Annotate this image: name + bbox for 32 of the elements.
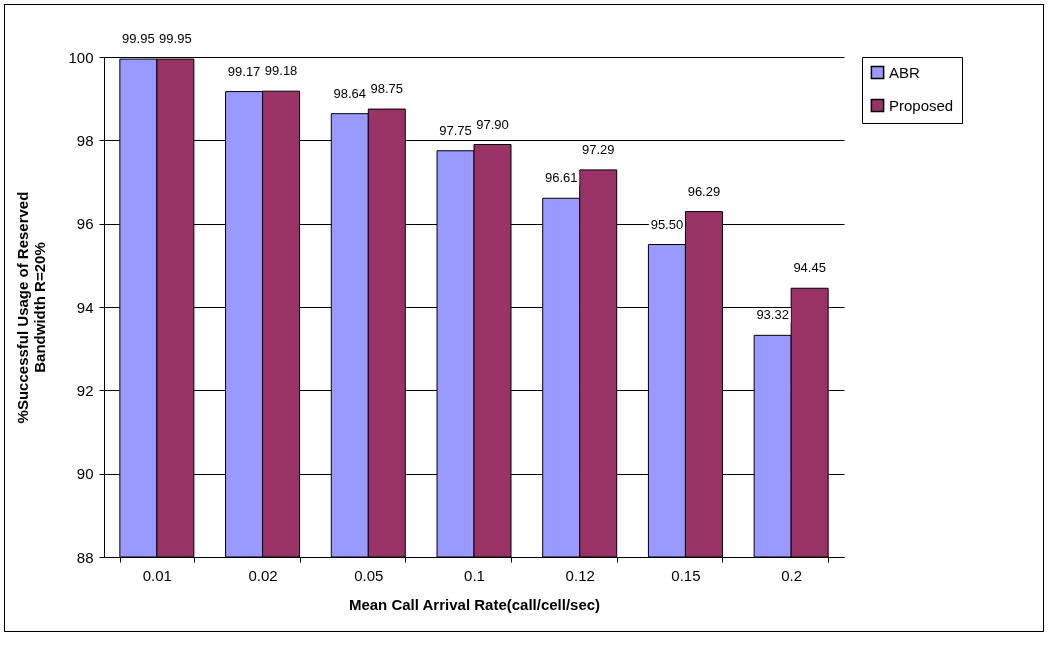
x-tick-label: 0.2	[781, 566, 803, 584]
y-tick-label: 100	[68, 48, 94, 66]
data-label: 99.95	[122, 31, 155, 47]
data-label: 96.61	[544, 170, 578, 186]
x-tick-label: 0.01	[142, 566, 172, 584]
data-label: 97.75	[439, 122, 472, 138]
data-label: 99.17	[227, 63, 261, 79]
y-tick-label: 88	[76, 548, 94, 566]
data-label: 96.29	[687, 183, 721, 199]
x-tick-label: 0.05	[354, 566, 384, 584]
data-label: 99.95	[159, 31, 192, 47]
data-label: 98.64	[333, 85, 367, 101]
data-label: 97.90	[476, 116, 509, 132]
legend-label: Proposed	[889, 96, 954, 114]
y-tick-label: 92	[76, 381, 94, 399]
data-label: 95.50	[650, 216, 684, 232]
y-tick-label: 96	[76, 215, 94, 233]
y-tick-label: 98	[76, 131, 94, 149]
x-tick-label: 0.12	[565, 566, 595, 584]
data-label: 93.32	[756, 307, 789, 323]
legend-label: ABR	[889, 63, 921, 81]
data-label: 98.75	[370, 81, 404, 97]
y-tick-label: 94	[76, 298, 94, 316]
data-label: 94.45	[793, 260, 826, 276]
data-label: 99.18	[264, 63, 298, 79]
data-label: 97.29	[581, 141, 615, 157]
x-tick-label: 0.1	[464, 566, 485, 584]
x-tick-label: 0.15	[671, 566, 701, 584]
x-axis-title: Mean Call Arrival Rate(call/cell/sec)	[348, 595, 601, 613]
x-tick-label: 0.02	[248, 566, 278, 584]
y-tick-label: 90	[76, 465, 94, 483]
y-axis-title: %Successful Usage of Reserved Bandwidth R=20%	[14, 191, 49, 424]
